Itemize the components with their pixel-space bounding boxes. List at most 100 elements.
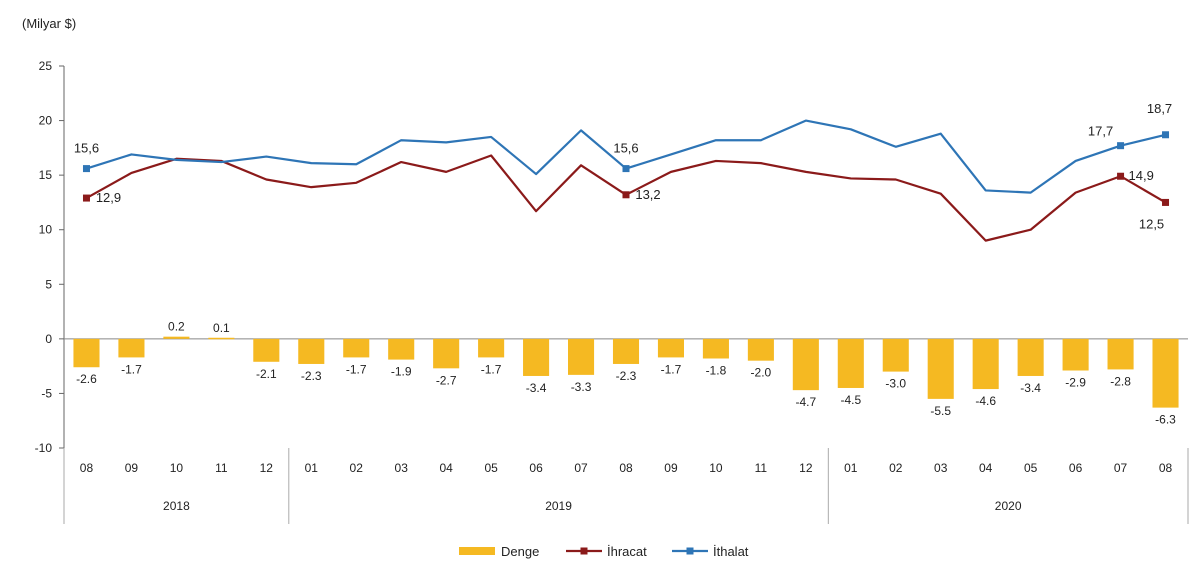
unit-label: (Milyar $) xyxy=(22,16,76,31)
x-tick-label: 02 xyxy=(889,461,903,475)
bar-denge xyxy=(1152,338,1179,408)
x-tick-label: 02 xyxy=(350,461,364,475)
line-ithalat xyxy=(86,119,1166,194)
y-tick-label: 15 xyxy=(39,168,53,182)
legend-marker-ihracat xyxy=(580,547,588,555)
x-tick-label: 01 xyxy=(305,461,319,475)
legend: Denge İhracat İthalat xyxy=(459,544,749,559)
callout-label: 15,6 xyxy=(74,141,99,156)
bars-group xyxy=(73,336,1179,408)
legend-label-ihracat: İhracat xyxy=(607,544,647,559)
x-tick-label: 12 xyxy=(799,461,813,475)
callout-label: 14,9 xyxy=(1129,168,1154,183)
axes-group: -10 -5 0 5 10 15 20 25 xyxy=(35,59,1188,455)
x-tick-label: 04 xyxy=(439,461,453,475)
year-label: 2019 xyxy=(545,499,572,513)
bar-value-label: -2.1 xyxy=(256,367,277,381)
bar-value-label: -4.5 xyxy=(840,393,861,407)
bar-value-label: -4.6 xyxy=(975,394,996,408)
bar-denge xyxy=(118,338,145,358)
bar-denge xyxy=(657,338,684,358)
bar-denge xyxy=(1062,338,1089,371)
marker-ihracat xyxy=(622,191,630,199)
bar-denge xyxy=(1107,338,1134,370)
bar-denge xyxy=(927,338,954,399)
x-tick-label: 11 xyxy=(215,461,228,475)
bar-value-label: -2.9 xyxy=(1065,376,1086,390)
x-tick-label: 01 xyxy=(844,461,858,475)
marker-ithalat xyxy=(1162,131,1170,139)
x-tick-label: 08 xyxy=(619,461,633,475)
bar-denge xyxy=(73,338,100,368)
legend-swatch-denge xyxy=(459,547,495,555)
bar-value-label: -5.5 xyxy=(930,404,951,418)
callout-label: 17,7 xyxy=(1088,124,1113,139)
bar-value-label: -1.8 xyxy=(706,364,727,378)
bar-denge xyxy=(882,338,909,372)
bar-denge xyxy=(612,338,640,364)
bar-denge xyxy=(568,338,595,375)
bar-value-label: -1.9 xyxy=(391,365,412,379)
bar-value-label: -3.3 xyxy=(571,380,592,394)
x-tick-label: 07 xyxy=(1114,461,1128,475)
marker-ithalat xyxy=(82,165,90,173)
x-tick-label: 10 xyxy=(709,461,723,475)
bar-value-label: -1.7 xyxy=(346,362,367,376)
bar-denge xyxy=(702,338,729,359)
x-tick-label: 08 xyxy=(80,461,94,475)
x-tick-label: 06 xyxy=(529,461,543,475)
legend-label-ithalat: İthalat xyxy=(713,544,749,559)
callout-label: 12,5 xyxy=(1139,216,1164,231)
bar-denge xyxy=(747,338,774,361)
callout-label: 13,2 xyxy=(635,187,660,202)
legend-marker-ithalat xyxy=(686,547,694,555)
bar-value-label: 0.1 xyxy=(213,321,230,335)
x-tick-label: 03 xyxy=(934,461,948,475)
year-label: 2018 xyxy=(163,499,190,513)
x-tick-label: 09 xyxy=(125,461,139,475)
marker-ihracat xyxy=(82,194,90,202)
x-tick-label: 05 xyxy=(1024,461,1038,475)
bar-value-label: -2.6 xyxy=(76,372,97,386)
bar-denge xyxy=(478,338,505,358)
bar-denge xyxy=(298,338,325,364)
y-tick-label: 10 xyxy=(39,223,53,237)
bar-denge xyxy=(433,338,460,369)
bar-value-label: -2.8 xyxy=(1110,374,1131,388)
marker-ihracat xyxy=(1162,198,1170,206)
bar-value-label: -2.3 xyxy=(616,369,637,383)
y-tick-label: 0 xyxy=(45,332,52,346)
x-tick-label: 07 xyxy=(574,461,588,475)
bar-value-label: -6.3 xyxy=(1155,413,1176,427)
x-tick-label: 12 xyxy=(260,461,274,475)
x-tick-label: 10 xyxy=(170,461,184,475)
data-labels-group: -2.6 -1.7 0.2 0.1 -2.1 -2.3 -1.7 -1.9 -2.7 -1.7 -3… xyxy=(74,101,1176,427)
y-tick-label: 5 xyxy=(45,277,52,291)
bar-value-label: -1.7 xyxy=(481,362,502,376)
bar-denge xyxy=(253,338,280,362)
legend-label-denge: Denge xyxy=(501,544,539,559)
bar-denge xyxy=(1017,338,1044,376)
marker-ihracat xyxy=(1117,172,1125,180)
bar-value-label: -2.3 xyxy=(301,369,322,383)
x-tick-label: 05 xyxy=(484,461,498,475)
x-tick-label: 06 xyxy=(1069,461,1083,475)
bar-value-label: 0.2 xyxy=(168,320,185,334)
bar-denge xyxy=(837,338,864,388)
bar-value-label: -4.7 xyxy=(795,395,816,409)
callout-label: 12,9 xyxy=(96,190,121,205)
bar-value-label: -1.7 xyxy=(661,362,682,376)
bar-denge xyxy=(388,338,415,360)
callout-label: 15,6 xyxy=(613,141,638,156)
bar-denge xyxy=(523,338,550,376)
x-tick-label: 04 xyxy=(979,461,993,475)
bar-value-label: -3.0 xyxy=(885,377,906,391)
x-tick-label: 03 xyxy=(395,461,409,475)
bar-value-label: -2.0 xyxy=(751,366,772,380)
bar-value-label: -1.7 xyxy=(121,362,142,376)
bar-denge xyxy=(972,338,999,390)
y-tick-label: 25 xyxy=(39,59,53,73)
marker-ithalat xyxy=(1117,142,1125,150)
x-tick-label: 08 xyxy=(1159,461,1173,475)
